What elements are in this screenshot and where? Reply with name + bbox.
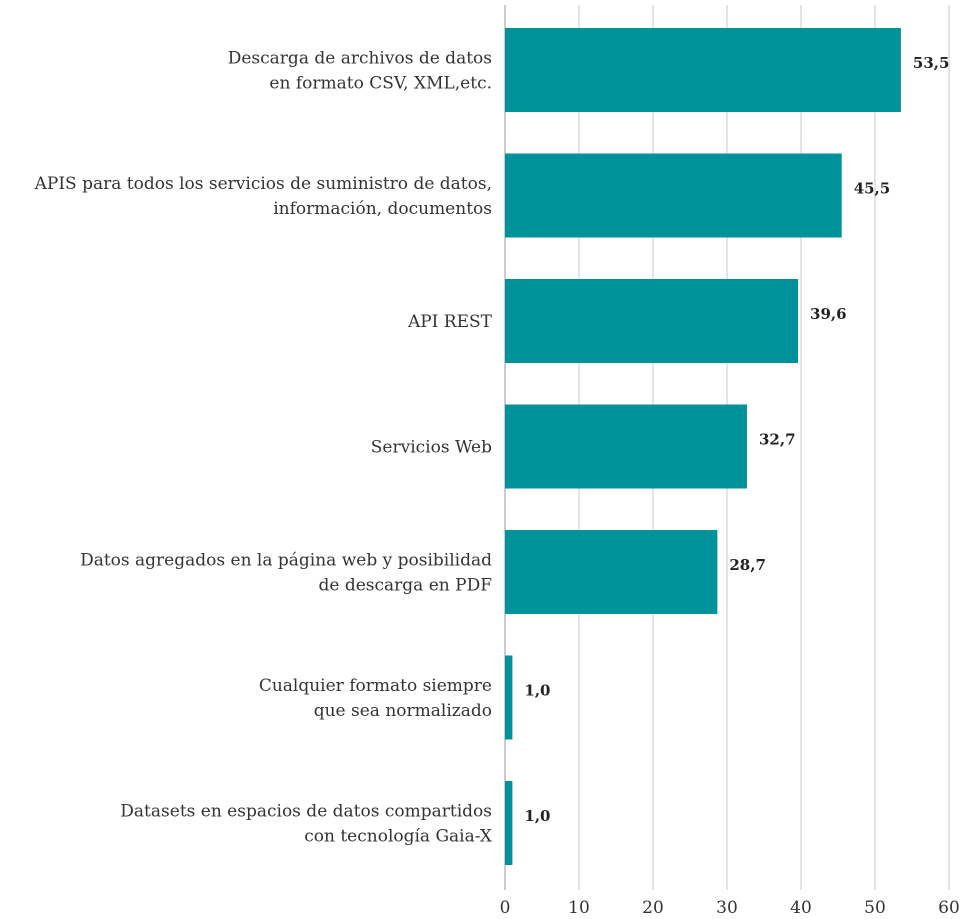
- x-tick-label: 40: [790, 898, 812, 918]
- bar: [505, 655, 513, 740]
- bar: [505, 279, 799, 363]
- value-label: 32,7: [759, 431, 796, 449]
- category-label: API REST: [407, 312, 493, 332]
- category-label: Servicios Web: [371, 438, 492, 458]
- x-tick-label: 50: [864, 898, 886, 918]
- value-label: 53,5: [913, 54, 950, 72]
- x-tick-label: 60: [938, 898, 960, 918]
- value-label: 39,6: [810, 305, 847, 323]
- category-label: APIS para todos los servicios de suminis…: [34, 174, 492, 219]
- x-axis-ticks: 0 10 20 30 40 50 60: [500, 898, 960, 918]
- bar: [505, 530, 718, 614]
- x-tick-label: 0: [500, 898, 511, 918]
- value-label: 1,0: [524, 807, 550, 825]
- x-tick-label: 30: [716, 898, 738, 918]
- category-label: Datasets en espacios de datos compartido…: [120, 802, 493, 847]
- category-labels: Descarga de archivos de datos en formato …: [34, 49, 493, 847]
- category-label: Datos agregados en la página web y posib…: [80, 551, 492, 596]
- value-label: 28,7: [729, 556, 766, 574]
- x-tick-label: 20: [642, 898, 664, 918]
- value-label: 1,0: [524, 682, 550, 700]
- category-label: Cualquier formato siempre que sea normali…: [259, 676, 492, 721]
- bar: [505, 781, 513, 865]
- x-tick-label: 10: [568, 898, 590, 918]
- value-label: 45,5: [854, 180, 891, 198]
- bar: [505, 153, 842, 238]
- bar: [505, 28, 901, 112]
- bar: [505, 404, 747, 489]
- value-labels: 53,5 45,5 39,6 32,7 28,7 1,0 1,0: [524, 54, 949, 825]
- bars-layer: [505, 28, 901, 865]
- category-label: Descarga de archivos de datos en formato …: [228, 49, 492, 94]
